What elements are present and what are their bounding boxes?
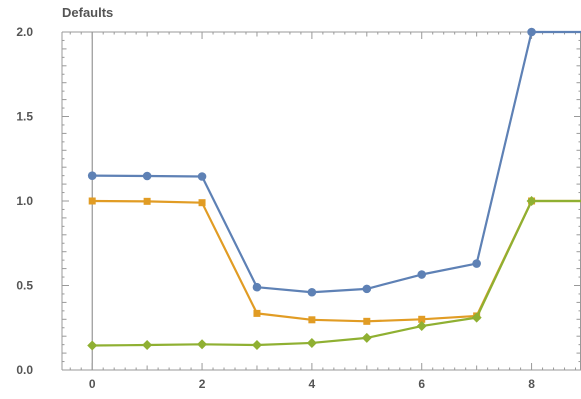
series-2-point (143, 197, 151, 205)
series-1-point (142, 171, 152, 181)
series-1 (87, 27, 581, 297)
series-2-line (92, 199, 581, 323)
series-3-point (526, 196, 537, 206)
series-2-point (88, 197, 96, 205)
y-tick-label: 0.5 (16, 279, 33, 293)
x-tick-label: 2 (199, 377, 206, 391)
series-3-point (471, 312, 482, 323)
x-tick-label: 8 (528, 377, 535, 391)
series-1-point (417, 270, 427, 279)
series-2-point (308, 316, 316, 324)
series-1-line (92, 30, 581, 294)
series-1-point (87, 171, 97, 180)
series-3-point (142, 339, 153, 350)
axes: 0 2 4 6 8 0.0 0.5 1.0 1.5 2.0 (16, 25, 581, 391)
series-1-point (527, 27, 536, 37)
series-3-line (92, 199, 581, 347)
series-1-point (307, 287, 317, 297)
series-3-point (251, 339, 262, 350)
series-1-point (197, 172, 207, 181)
series-layer (87, 27, 581, 351)
y-tick-label: 1.5 (16, 110, 33, 124)
series-2 (88, 197, 581, 325)
series-3-point (416, 321, 427, 332)
series-2-point (253, 309, 261, 317)
series-2-point (198, 199, 206, 207)
x-tick-label: 0 (89, 377, 96, 391)
series-1-point (472, 259, 481, 268)
series-2-point (418, 315, 426, 323)
y-tick-label: 1.0 (16, 194, 33, 208)
x-tick-label: 6 (418, 377, 425, 391)
series-2-point (363, 317, 371, 325)
series-3-point (197, 339, 208, 350)
series-3 (87, 196, 581, 351)
series-1-point (252, 282, 262, 292)
y-tick-label: 0.0 (16, 363, 33, 377)
series-3-point (306, 337, 317, 348)
y-tick-label: 2.0 (16, 25, 33, 39)
series-1-point (362, 284, 372, 294)
chart-title: Defaults (62, 5, 113, 20)
series-3-point (361, 332, 372, 343)
x-tick-label: 4 (309, 377, 316, 391)
series-3-point (87, 340, 98, 351)
